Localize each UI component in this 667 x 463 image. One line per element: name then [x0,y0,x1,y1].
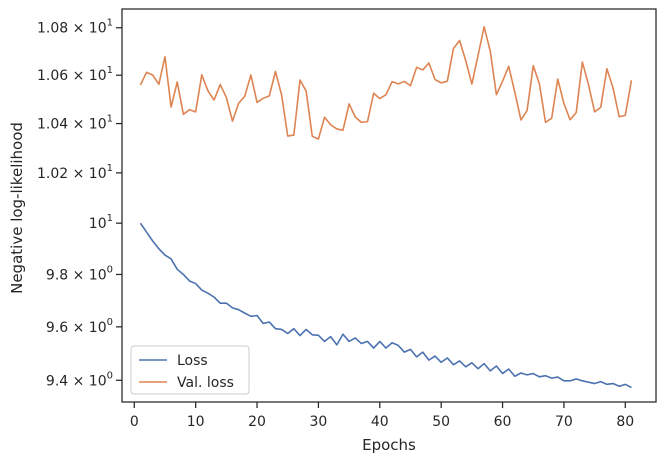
x-tick-label: 40 [371,414,389,430]
y-tick-label: 1.02 × 101 [37,163,113,182]
x-tick-label: 60 [494,414,512,430]
x-tick-label: 10 [187,414,205,430]
x-tick-label: 0 [130,414,139,430]
y-tick-label: 101 [89,213,113,232]
legend: Loss Val. loss [130,345,250,395]
y-tick-label: 9.8 × 100 [46,264,113,283]
x-tick-label: 30 [309,414,327,430]
y-axis-label: Negative log-likelihood [8,122,26,294]
y-tick-label: 1.04 × 101 [37,114,113,133]
plot-frame [121,8,657,403]
y-tick-label: 9.6 × 100 [46,317,113,336]
y-tick-label: 1.08 × 101 [37,18,113,37]
y-tick-label: 1.06 × 101 [37,65,113,84]
x-axis: 0 10 20 30 40 50 60 70 80 [130,402,634,430]
x-tick-label: 20 [248,414,266,430]
legend-label-loss: Loss [177,353,208,369]
x-tick-label: 70 [555,414,573,430]
plot-area [121,8,657,403]
series-layer [139,25,633,389]
x-tick-label: 50 [432,414,450,430]
y-axis: 9.4 × 100 9.6 × 100 9.8 × 100 101 1.02 × 101… [37,18,122,389]
y-tick-label: 9.4 × 100 [46,370,113,389]
series-line-loss [139,222,632,389]
legend-label-val-loss: Val. loss [177,375,234,391]
x-axis-label: Epochs [362,436,416,454]
x-tick-label: 80 [616,414,634,430]
series-line-val-loss [139,25,633,140]
